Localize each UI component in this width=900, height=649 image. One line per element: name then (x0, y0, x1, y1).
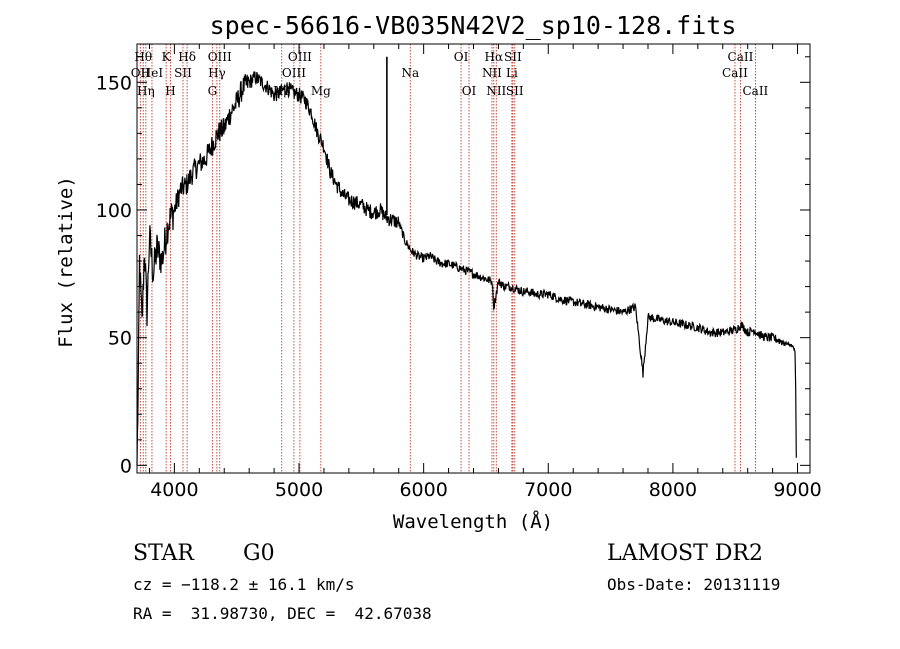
x-tick-label: 8000 (649, 479, 697, 501)
x-axis-ticks: 4000 5000 6000 7000 8000 9000 (148, 44, 822, 501)
line-marker-label-14: Mg (311, 84, 331, 98)
y-tick-label: 50 (108, 328, 132, 350)
y-tick-label: 150 (96, 72, 132, 94)
x-tick-label: 5000 (275, 479, 323, 501)
spectrum-series-line (136, 71, 797, 466)
plot-frame (136, 43, 811, 474)
y-axis-label: Flux (relative) (55, 176, 77, 348)
object-subclass: G0 (243, 541, 275, 566)
line-marker-label-2: Hη (137, 84, 155, 98)
line-marker-label-22: NII (486, 84, 506, 98)
y-tick-label: 100 (96, 200, 132, 222)
line-marker-label-0: OII (131, 66, 151, 80)
line-marker-label-17: OI (462, 84, 477, 98)
line-marker-label-9: Hγ (208, 66, 226, 80)
x-tick-label: 7000 (524, 479, 572, 501)
line-marker-label-1: Hθ (134, 50, 152, 64)
line-marker-label-25: CaII (722, 66, 748, 80)
chart-title: spec-56616-VB035N42V2_sp10-128.fits (210, 11, 737, 40)
line-marker-label-5: SII (174, 66, 192, 80)
x-tick-label: 4000 (150, 479, 198, 501)
line-marker-label-19: SII (504, 50, 522, 64)
line-marker-label-15: Na (401, 66, 419, 80)
coordinates: RA = 31.98730, DEC = 42.67038 (133, 604, 432, 623)
y-axis-ticks: 0 50 100 150 (96, 56, 810, 477)
y-tick-label: 0 (120, 455, 132, 477)
line-marker-label-26: CaII (742, 84, 768, 98)
x-tick-label: 6000 (399, 479, 447, 501)
line-marker-label-23: SII (506, 84, 524, 98)
line-marker-label-18: Hα (485, 50, 504, 64)
line-marker-label-16: OI (454, 50, 469, 64)
x-tick-label: 9000 (773, 479, 821, 501)
x-axis-label: Wavelength (Å) (393, 510, 553, 533)
line-marker-label-8: OIII (208, 50, 232, 64)
survey-name: LAMOST DR2 (607, 541, 763, 566)
line-marker-label-6: H (165, 84, 175, 98)
line-marker-label-24: CaII (728, 50, 754, 64)
line-marker-label-3: HeI (141, 66, 164, 80)
line-marker-label-7: Hδ (178, 50, 196, 64)
line-marker-label-12: OIII (282, 66, 306, 80)
observation-date: Obs-Date: 20131119 (607, 575, 781, 594)
line-marker-label-20: NII (482, 66, 502, 80)
line-marker-label-11: OIII (288, 50, 312, 64)
object-class: STAR (133, 541, 194, 566)
line-marker-label-21: Li (506, 66, 518, 80)
line-marker-label-10: G (208, 84, 218, 98)
line-marker-label-4: K (162, 50, 172, 64)
redshift-velocity: cz = −118.2 ± 16.1 km/s (133, 575, 355, 594)
